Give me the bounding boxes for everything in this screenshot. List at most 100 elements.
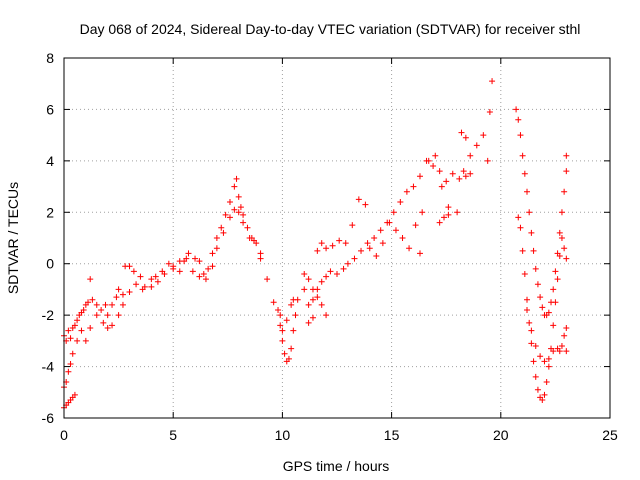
data-point: [403, 188, 410, 195]
data-point: [318, 240, 325, 247]
data-point: [558, 235, 565, 241]
data-point: [65, 327, 72, 334]
data-point: [513, 106, 520, 113]
data-point: [552, 268, 559, 275]
data-point: [550, 348, 557, 355]
data-point: [318, 278, 325, 285]
data-point: [419, 209, 426, 216]
data-point: [71, 391, 78, 398]
data-point: [78, 327, 85, 334]
data-point: [521, 170, 528, 177]
data-point: [102, 301, 109, 308]
data-point: [231, 183, 238, 190]
data-point: [246, 235, 253, 241]
data-point: [554, 276, 561, 283]
data-point: [534, 386, 541, 393]
data-point: [176, 258, 183, 265]
data-point: [558, 209, 565, 216]
data-point: [109, 301, 116, 308]
data-point: [67, 335, 74, 342]
data-point: [323, 312, 330, 319]
data-point: [489, 78, 496, 85]
data-point: [563, 325, 570, 331]
data-point: [410, 183, 417, 190]
data-point: [176, 268, 183, 275]
data-point: [445, 204, 452, 211]
data-point: [406, 245, 413, 252]
data-point: [458, 129, 465, 136]
data-point: [552, 299, 559, 306]
data-point: [334, 271, 340, 277]
data-point: [532, 343, 539, 349]
data-point: [541, 391, 548, 398]
y-axis-label: SDTVAR / TECUs: [5, 182, 21, 294]
data-point: [358, 247, 365, 254]
data-point: [530, 247, 537, 254]
data-point: [558, 343, 565, 349]
data-point: [473, 142, 480, 149]
data-point: [467, 152, 474, 159]
data-point: [309, 286, 316, 293]
data-point: [528, 340, 535, 347]
data-point: [235, 193, 242, 200]
data-point: [165, 260, 172, 267]
data-point: [257, 255, 264, 262]
data-point: [314, 294, 321, 301]
data-point: [235, 209, 242, 216]
data-point: [563, 348, 570, 355]
data-point: [240, 211, 247, 218]
data-point: [545, 309, 552, 316]
data-point: [314, 247, 321, 254]
data-point: [115, 312, 122, 319]
series-sthl-a: [61, 175, 264, 344]
data-point: [362, 201, 369, 208]
data-point: [226, 214, 233, 221]
data-point: [336, 237, 343, 244]
data-point: [532, 265, 539, 272]
data-point: [244, 224, 251, 231]
data-point: [528, 229, 535, 236]
data-point: [545, 363, 552, 370]
data-point: [279, 337, 286, 344]
data-point: [65, 368, 72, 375]
data-point: [441, 214, 448, 221]
data-point: [462, 134, 469, 141]
data-point: [109, 322, 116, 329]
data-point: [104, 312, 111, 319]
data-point: [329, 242, 336, 249]
data-point: [189, 268, 196, 275]
data-point: [462, 173, 469, 180]
data-point: [200, 271, 207, 277]
data-point: [373, 253, 380, 259]
data-point: [139, 286, 146, 293]
data-point: [438, 183, 445, 190]
data-point: [196, 258, 203, 265]
data-point: [98, 307, 105, 313]
data-point: [539, 304, 546, 311]
data-point: [460, 168, 467, 175]
data-point: [264, 276, 271, 283]
data-point: [480, 132, 487, 139]
data-point: [213, 235, 220, 241]
data-point: [240, 219, 247, 226]
data-point: [556, 229, 563, 236]
data-point: [532, 373, 539, 380]
data-point: [270, 299, 277, 306]
data-point: [379, 240, 386, 247]
data-point: [104, 325, 111, 331]
data-point: [202, 276, 209, 283]
data-point: [323, 273, 330, 280]
data-point: [486, 109, 493, 115]
data-point: [137, 273, 144, 280]
data-point: [561, 332, 568, 339]
axis-ticks: 0 5 10 15 20 25 -6 -4 -2 0 2 4 6 8: [42, 50, 618, 443]
y-tick-label: -6: [42, 410, 55, 426]
data-point: [521, 271, 528, 277]
series-sthl-d: [275, 296, 301, 365]
data-point: [119, 301, 126, 308]
data-point: [85, 299, 92, 306]
data-point: [390, 209, 397, 216]
data-point: [537, 294, 544, 301]
data-point: [445, 211, 452, 218]
